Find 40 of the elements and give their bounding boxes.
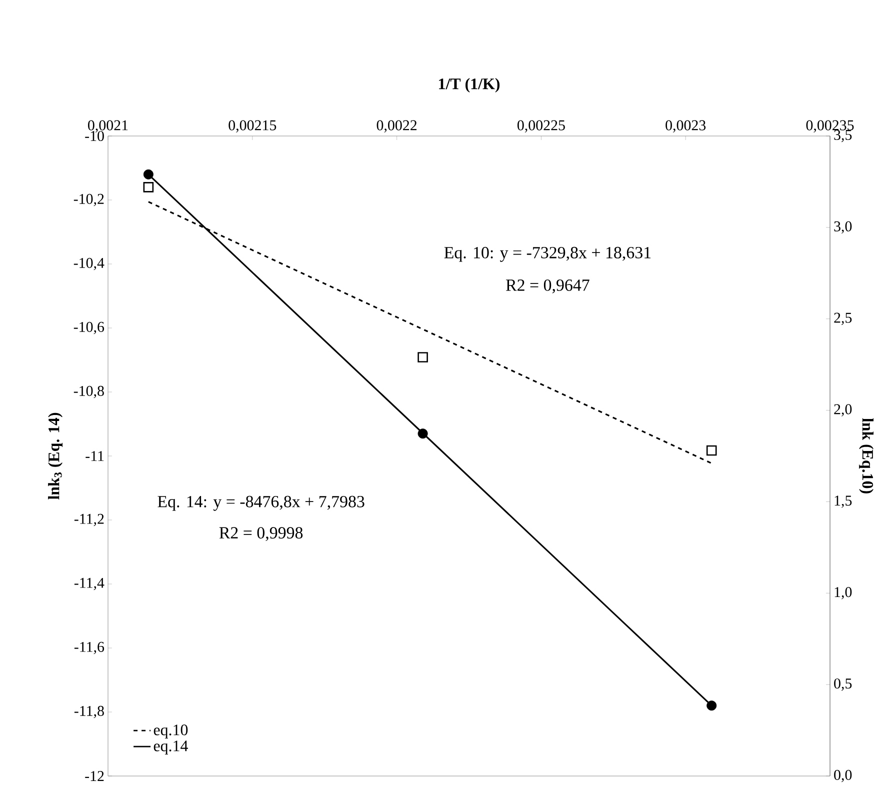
y-tick-label: -10,4 — [74, 258, 104, 270]
y2-axis-title: lnk (Eq.10) — [859, 418, 874, 494]
point — [143, 182, 154, 192]
y-tick-label: -11,6 — [74, 642, 104, 654]
y2-tick-label: 0,5 — [834, 678, 852, 691]
point — [418, 352, 428, 362]
y-tick-label: -12 — [85, 771, 104, 781]
y-tick-label: -11,8 — [74, 706, 104, 718]
x-tick-label: 0,00215 — [228, 120, 276, 132]
x-tick-label: 0,00225 — [517, 120, 565, 132]
x-tick-label: 0,0021 — [88, 120, 128, 132]
y2-tick-label: 2,0 — [834, 404, 852, 416]
y-tick-label: -11 — [86, 451, 104, 461]
x-tick-label: 0,0022 — [376, 120, 417, 132]
annotation: Eq. 10: y = -7329,8x + 18,631 — [444, 246, 651, 262]
y-tick-label: -11,2 — [74, 514, 104, 526]
x-tick-label: 0,0023 — [666, 120, 706, 132]
y2-tick-label: 1,5 — [834, 496, 852, 508]
y2-tick-label: 3,5 — [834, 130, 852, 142]
y-tick-label: -10,8 — [74, 386, 104, 398]
y-axis-title: lnk$_{3}$ (Eq. 14) — [48, 412, 63, 500]
x-axis-title: 1/T (1/K) — [439, 78, 500, 92]
y-tick-label: -10 — [85, 130, 104, 142]
point — [706, 700, 717, 711]
y-tick-label: -11,4 — [74, 578, 104, 590]
x-tick-label: 0,00235 — [806, 120, 854, 132]
y2-tick-label: 1,0 — [834, 587, 852, 600]
legend-label: eq.10 — [154, 724, 188, 739]
annotation: R2 = 0,9998 — [219, 527, 303, 542]
y2-tick-label: 2,5 — [834, 312, 852, 325]
y-tick-label: -10,6 — [74, 322, 104, 334]
point — [143, 169, 154, 180]
annotation: R2 = 0,9647 — [506, 279, 590, 294]
y2-tick-label: 0,0 — [834, 770, 852, 782]
point — [418, 428, 428, 439]
annotation: Eq. 14: y = -8476,8x + 7,7983 — [158, 496, 364, 511]
y-tick-label: -10,2 — [74, 194, 104, 206]
point — [706, 445, 717, 456]
legend-label: eq.14 — [154, 740, 188, 755]
y2-tick-label: 3,0 — [834, 221, 852, 234]
